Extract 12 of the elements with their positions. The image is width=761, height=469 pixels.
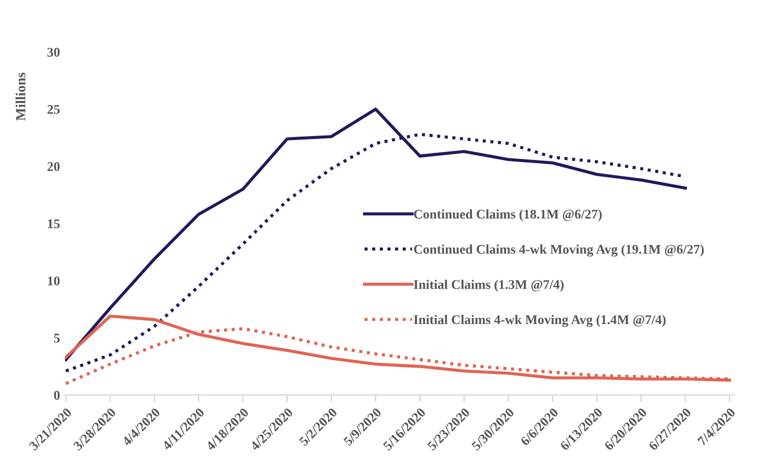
- y-tick-label: 15: [48, 219, 60, 228]
- y-tick-label: 5: [54, 334, 60, 343]
- y-tick-label: 25: [48, 105, 60, 114]
- y-tick-label: 20: [48, 162, 60, 172]
- y-tick-label: 0: [54, 390, 60, 400]
- y-tick-label: 10: [48, 276, 60, 286]
- legend-label: Continued Claims (18.1M @6/27): [414, 209, 602, 222]
- legend-label: Continued Claims 4-wk Moving Avg (19.1M @6/27): [414, 244, 704, 257]
- y-tick-label: 30: [47, 48, 60, 57]
- legend-label: Initial Claims (1.3M @7/4): [414, 280, 564, 292]
- y-axis-title: Millions: [16, 72, 26, 121]
- legend-label: Initial Claims 4-wk Moving Avg (1.4M @7/4): [414, 314, 666, 327]
